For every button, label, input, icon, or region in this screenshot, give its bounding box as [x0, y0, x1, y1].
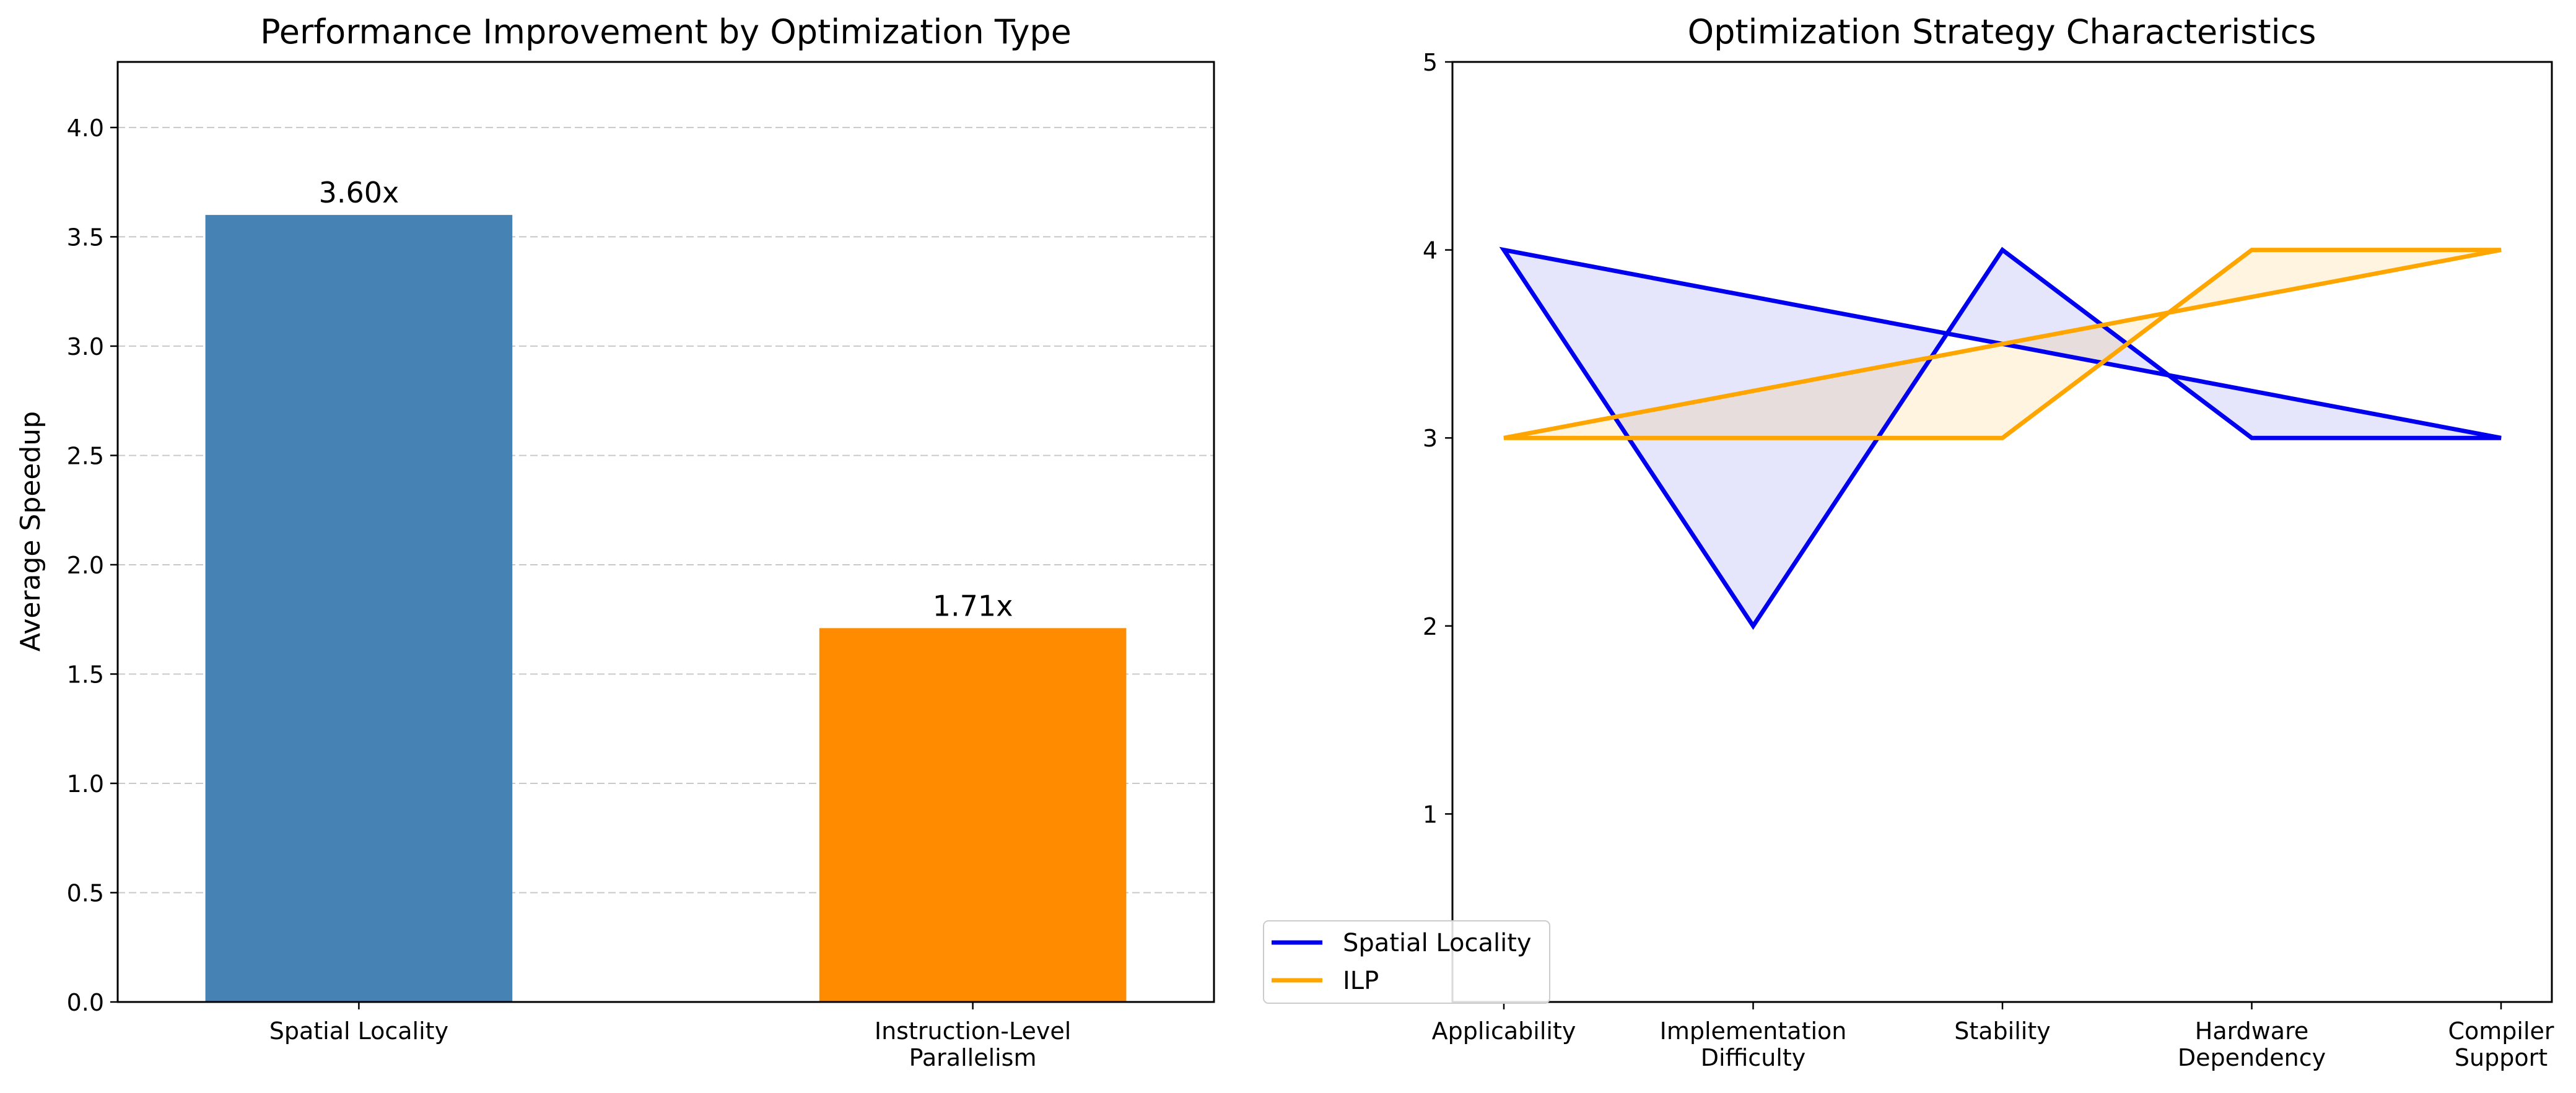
y-tick-label: 5 [1423, 49, 1438, 76]
bar-chart-frame [116, 61, 1215, 1003]
bar-instruction-level-parallelism [819, 628, 1127, 1002]
bar-chart-bars [205, 215, 1127, 1003]
x-tick-label-spatial-locality: Spatial Locality [269, 1017, 448, 1045]
value-label-instruction-level-parallelism: 1.71x [933, 589, 1013, 622]
y-tick-label: 1.5 [67, 661, 104, 688]
y-tick-label: 4 [1423, 237, 1438, 264]
y-tick-label: 2.5 [67, 442, 104, 469]
y-tick-label: 0.0 [67, 989, 104, 1016]
bar-chart-x-ticks: Spatial Locality Instruction-Level Paralle… [269, 1002, 1071, 1071]
line-chart-title: Optimization Strategy Characteristics [1688, 12, 2316, 51]
y-tick-label: 0.5 [67, 879, 104, 907]
y-tick-label: 4.0 [67, 115, 104, 142]
y-tick-label: 1.0 [67, 770, 104, 798]
x-tick-label-implementation-difficulty: Implementation Difficulty [1660, 1017, 1847, 1071]
value-label-spatial-locality: 3.60x [319, 176, 399, 209]
y-tick-label: 2.0 [67, 552, 104, 579]
y-tick-label: 3 [1423, 425, 1438, 452]
line-chart-frame [1451, 61, 2553, 1003]
bar-chart-title: Performance Improvement by Optimization … [260, 12, 1072, 51]
x-tick-label-compiler-support: Compiler Support [2448, 1017, 2554, 1071]
legend-box [1263, 920, 1550, 1004]
bar-chart: Performance Improvement by Optimization … [15, 12, 1215, 1071]
line-chart-y-ticks: 1 2 3 4 5 [1423, 49, 1452, 828]
bar-spatial-locality [205, 215, 513, 1003]
series-line-ilp [1503, 248, 2502, 440]
x-tick-label-instruction-level-parallelism: Instruction-Level Parallelism [875, 1017, 1071, 1071]
bar-chart-value-labels: 3.60x 1.71x [319, 176, 1013, 622]
line-chart-x-ticks: Applicability Implementation Difficulty Sta… [1432, 1002, 2554, 1071]
bar-chart-y-axis-label: Average Speedup [15, 411, 46, 651]
legend-label-ilp: ILP [1343, 967, 1379, 995]
y-tick-label: 1 [1423, 801, 1438, 828]
legend-label-spatial-locality: Spatial Locality [1343, 929, 1532, 957]
bar-chart-y-ticks: 0.0 0.5 1.0 1.5 2.0 2.5 3.0 3.5 4.0 [67, 115, 118, 1016]
y-tick-label: 2 [1423, 613, 1438, 640]
legend: Spatial Locality ILP [1263, 920, 1550, 1004]
series-fill-spatial-locality [1504, 250, 2501, 626]
line-chart: Optimization Strategy Characteristics 1 2… [1263, 12, 2554, 1071]
x-tick-label-applicability: Applicability [1432, 1017, 1576, 1045]
y-tick-label: 3.5 [67, 224, 104, 251]
x-tick-label-hardware-dependency: Hardware Dependency [2178, 1017, 2326, 1071]
x-tick-label-stability: Stability [1954, 1017, 2051, 1045]
y-tick-label: 3.0 [67, 333, 104, 360]
line-chart-series [1499, 246, 2502, 630]
